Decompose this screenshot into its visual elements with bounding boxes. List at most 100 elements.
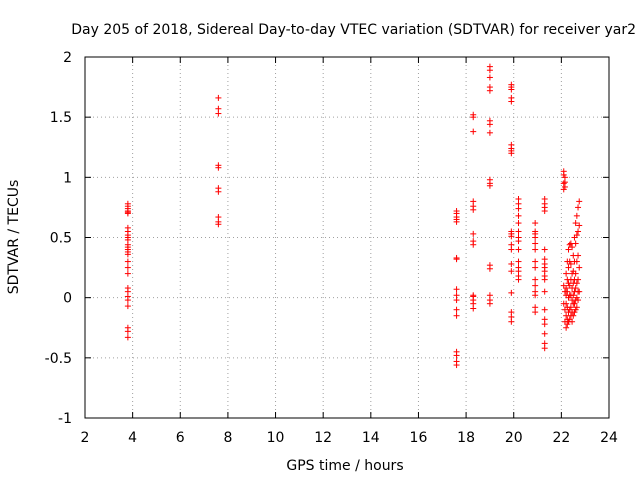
data-point-plus-marker bbox=[532, 264, 539, 271]
data-point-plus-marker bbox=[486, 67, 493, 74]
data-point-plus-marker bbox=[486, 121, 493, 128]
data-point-plus-marker bbox=[541, 330, 548, 337]
chart-title: Day 205 of 2018, Sidereal Day-to-day VTE… bbox=[71, 22, 636, 38]
data-point-plus-marker bbox=[515, 220, 522, 227]
data-point-plus-marker bbox=[532, 246, 539, 253]
data-point-plus-marker bbox=[486, 74, 493, 81]
data-point-plus-marker bbox=[571, 300, 578, 307]
data-point-plus-marker bbox=[508, 268, 515, 275]
data-point-plus-marker bbox=[573, 280, 580, 287]
data-point-plus-marker bbox=[532, 292, 539, 299]
data-point-plus-marker bbox=[215, 94, 222, 101]
data-point-plus-marker bbox=[515, 212, 522, 219]
data-point-plus-marker bbox=[215, 110, 222, 117]
data-point-plus-marker bbox=[124, 297, 131, 304]
data-point-plus-marker bbox=[573, 232, 580, 239]
data-point-plus-marker bbox=[567, 260, 574, 267]
data-point-plus-marker bbox=[453, 286, 460, 293]
data-point-plus-marker bbox=[508, 260, 515, 267]
data-point-plus-marker bbox=[576, 264, 583, 271]
y-tick-label: 1 bbox=[63, 170, 72, 186]
data-point-plus-marker bbox=[508, 246, 515, 253]
data-point-plus-marker bbox=[572, 240, 579, 247]
x-tick-label: 2 bbox=[81, 430, 90, 446]
data-point-plus-marker bbox=[563, 285, 570, 292]
data-point-plus-marker bbox=[563, 324, 570, 331]
data-point-plus-marker bbox=[124, 303, 131, 310]
data-point-plus-marker bbox=[215, 188, 222, 195]
x-tick-label: 14 bbox=[362, 430, 380, 446]
y-tick-label: 0 bbox=[63, 291, 72, 307]
data-point-plus-marker bbox=[470, 206, 477, 213]
data-point-plus-marker bbox=[573, 304, 580, 311]
data-points bbox=[124, 63, 583, 369]
y-tick-label: -1 bbox=[58, 411, 72, 427]
x-tick-label: 12 bbox=[314, 430, 332, 446]
data-point-plus-marker bbox=[569, 318, 576, 325]
data-point-plus-marker bbox=[470, 305, 477, 312]
data-point-plus-marker bbox=[564, 288, 571, 295]
data-point-plus-marker bbox=[508, 98, 515, 105]
x-tick-label: 8 bbox=[223, 430, 232, 446]
data-point-plus-marker bbox=[470, 128, 477, 135]
data-point-plus-marker bbox=[508, 289, 515, 296]
data-point-plus-marker bbox=[541, 246, 548, 253]
data-point-plus-marker bbox=[569, 244, 576, 251]
data-point-plus-marker bbox=[575, 204, 582, 211]
data-point-plus-marker bbox=[453, 362, 460, 369]
data-point-plus-marker bbox=[575, 276, 582, 283]
data-point-plus-marker bbox=[508, 150, 515, 157]
data-point-plus-marker bbox=[453, 306, 460, 313]
data-point-plus-marker bbox=[576, 222, 583, 229]
data-point-plus-marker bbox=[124, 258, 131, 265]
data-point-plus-marker bbox=[508, 233, 515, 240]
y-tick-label: 1.5 bbox=[50, 110, 72, 126]
data-point-plus-marker bbox=[532, 276, 539, 283]
data-point-plus-marker bbox=[532, 309, 539, 316]
data-point-plus-marker bbox=[560, 180, 567, 187]
data-point-plus-marker bbox=[508, 86, 515, 93]
data-point-plus-marker bbox=[124, 210, 131, 217]
data-point-plus-marker bbox=[567, 304, 574, 311]
axis-ticks bbox=[84, 56, 610, 419]
data-point-plus-marker bbox=[532, 234, 539, 241]
data-point-plus-marker bbox=[541, 345, 548, 352]
data-point-plus-marker bbox=[515, 228, 522, 235]
x-axis-label: GPS time / hours bbox=[286, 458, 403, 474]
data-point-plus-marker bbox=[453, 312, 460, 319]
x-tick-label: 18 bbox=[457, 430, 475, 446]
grid-lines bbox=[85, 57, 609, 418]
data-point-plus-marker bbox=[575, 228, 582, 235]
x-tick-label: 4 bbox=[128, 430, 137, 446]
x-tick-label: 20 bbox=[505, 430, 523, 446]
data-point-plus-marker bbox=[124, 328, 131, 335]
data-point-plus-marker bbox=[576, 198, 583, 205]
data-point-plus-marker bbox=[532, 220, 539, 227]
data-point-plus-marker bbox=[541, 321, 548, 328]
data-point-plus-marker bbox=[573, 258, 580, 265]
data-point-plus-marker bbox=[508, 318, 515, 325]
data-point-plus-marker bbox=[572, 285, 579, 292]
data-point-plus-marker bbox=[486, 129, 493, 136]
data-point-plus-marker bbox=[124, 334, 131, 341]
data-point-plus-marker bbox=[561, 183, 568, 190]
data-point-plus-marker bbox=[486, 300, 493, 307]
data-point-plus-marker bbox=[470, 230, 477, 237]
data-point-plus-marker bbox=[541, 306, 548, 313]
data-point-plus-marker bbox=[570, 312, 577, 319]
data-point-plus-marker bbox=[515, 258, 522, 265]
data-point-plus-marker bbox=[453, 297, 460, 304]
data-point-plus-marker bbox=[515, 238, 522, 245]
data-point-plus-marker bbox=[575, 297, 582, 304]
data-point-plus-marker bbox=[563, 270, 570, 277]
data-point-plus-marker bbox=[124, 270, 131, 277]
data-point-plus-marker bbox=[124, 251, 131, 258]
data-point-plus-marker bbox=[570, 292, 577, 299]
data-point-plus-marker bbox=[575, 252, 582, 259]
data-point-plus-marker bbox=[486, 182, 493, 189]
data-point-plus-marker bbox=[470, 114, 477, 121]
y-tick-label: 2 bbox=[63, 50, 72, 66]
y-tick-label: -0.5 bbox=[45, 351, 72, 367]
data-point-plus-marker bbox=[486, 265, 493, 272]
